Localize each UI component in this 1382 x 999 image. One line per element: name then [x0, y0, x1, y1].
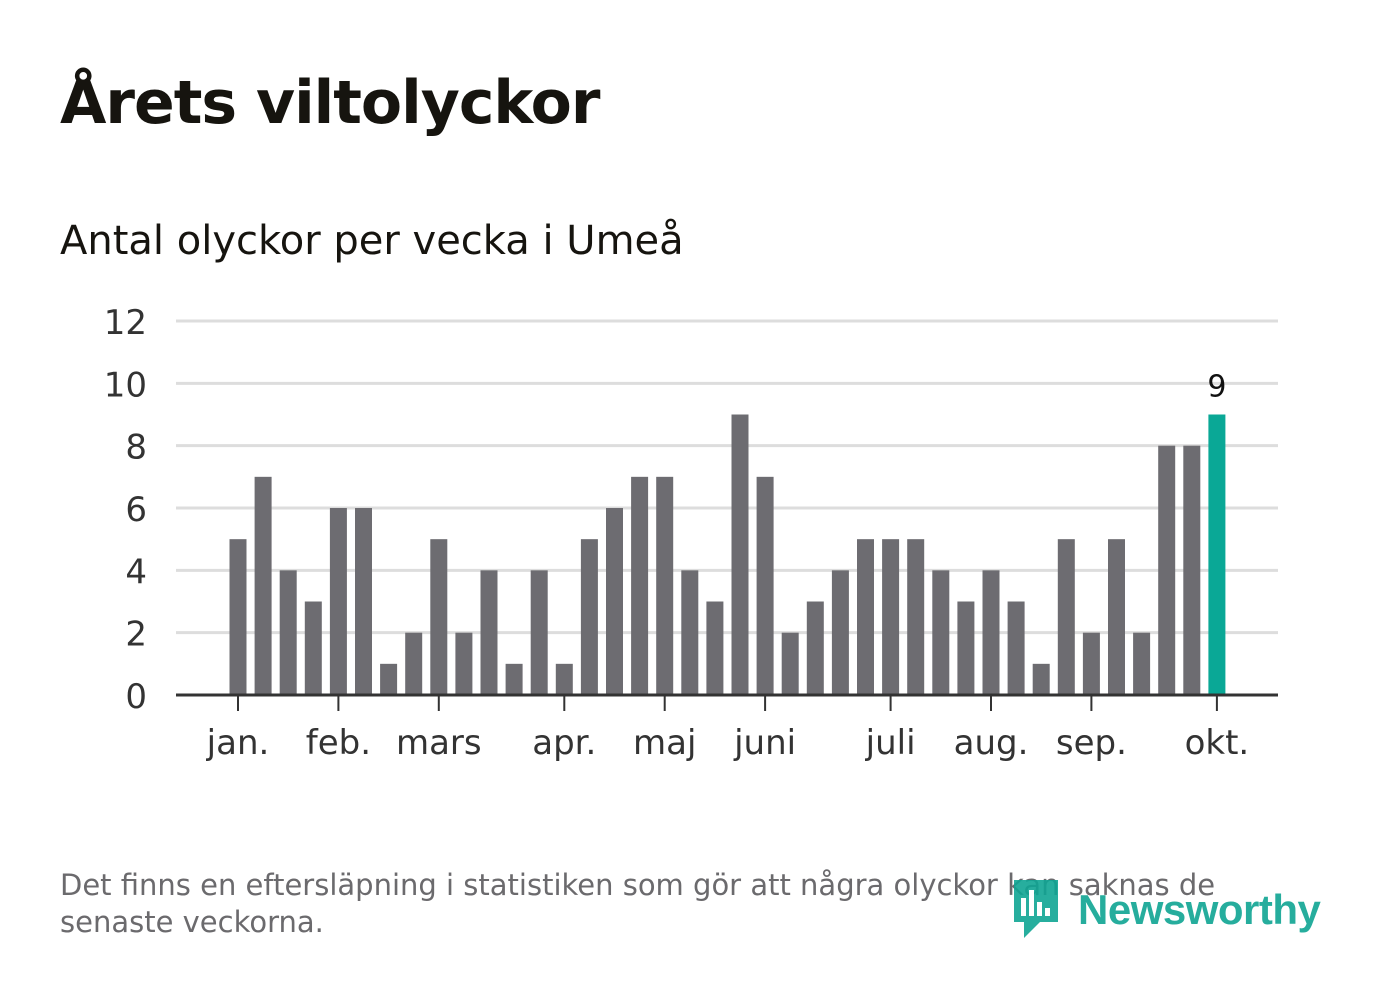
y-tick-label: 8	[125, 428, 147, 468]
bar	[756, 476, 774, 695]
bar	[555, 663, 573, 695]
bar-chart: 0 2 4 6 8 10 12 jan. feb. mars apr. maj juni juli aug…	[104, 303, 1278, 763]
bar	[1057, 539, 1075, 695]
bar	[329, 508, 347, 695]
bar	[380, 663, 398, 695]
newsworthy-logo[interactable]: Newsworthy	[1010, 878, 1321, 942]
bar	[907, 539, 925, 695]
chart-title: Årets viltolyckor	[60, 68, 600, 138]
bar	[430, 539, 448, 695]
bar	[1007, 601, 1025, 695]
x-tick-label: juni	[733, 723, 796, 763]
bar	[355, 508, 372, 695]
bar	[530, 570, 548, 695]
bar	[1133, 632, 1151, 695]
bar	[681, 570, 699, 695]
x-tick-label: jan.	[206, 723, 270, 763]
bar	[304, 601, 322, 695]
chart-subtitle: Antal olyckor per vecka i Umeå	[60, 218, 684, 264]
x-tick-label: feb.	[306, 723, 371, 763]
bar	[656, 476, 674, 695]
y-tick-label: 10	[104, 365, 147, 405]
x-axis: jan. feb. mars apr. maj juni juli aug. sep. okt.	[176, 693, 1278, 763]
bar	[455, 632, 473, 695]
bar	[505, 663, 523, 695]
bar	[405, 632, 423, 695]
bar	[982, 570, 1000, 695]
bar	[580, 539, 598, 695]
y-tick-label: 0	[125, 677, 147, 717]
bar	[957, 601, 975, 695]
bar	[254, 476, 272, 695]
x-tick-label: aug.	[954, 723, 1029, 763]
newsworthy-logo-text: Newsworthy	[1078, 886, 1321, 933]
y-tick-label: 2	[125, 615, 147, 655]
x-tick-label: apr.	[532, 723, 596, 763]
bar	[831, 570, 849, 695]
bar	[1158, 445, 1176, 695]
bar	[1082, 632, 1100, 695]
bar	[606, 508, 623, 695]
bar	[1108, 539, 1125, 695]
x-tick-label: juli	[865, 723, 916, 763]
bar	[781, 632, 799, 695]
x-tick-label: mars	[396, 723, 482, 763]
bar	[1183, 445, 1201, 695]
x-tick-label: maj	[633, 723, 696, 763]
bar	[480, 570, 498, 695]
x-tick-label: sep.	[1056, 723, 1127, 763]
x-tick-label: okt.	[1185, 723, 1250, 763]
bar	[731, 414, 749, 695]
y-tick-label: 4	[125, 552, 147, 592]
y-tick-label: 12	[104, 303, 147, 343]
bar	[1032, 663, 1050, 695]
bars	[229, 414, 1226, 695]
highlight-value-label: 9	[1207, 370, 1226, 405]
data-labels: 9	[1207, 370, 1226, 405]
bar	[932, 570, 950, 695]
y-tick-label: 6	[125, 490, 147, 530]
y-axis-ticks: 0 2 4 6 8 10 12	[104, 303, 147, 717]
newsworthy-logo-icon	[1014, 880, 1058, 938]
bar	[806, 601, 824, 695]
bar	[882, 539, 900, 695]
bar	[279, 570, 297, 695]
bar	[706, 601, 724, 695]
bar	[229, 539, 247, 695]
bar	[857, 539, 874, 695]
bar	[631, 476, 649, 695]
bar-highlight	[1208, 414, 1226, 695]
